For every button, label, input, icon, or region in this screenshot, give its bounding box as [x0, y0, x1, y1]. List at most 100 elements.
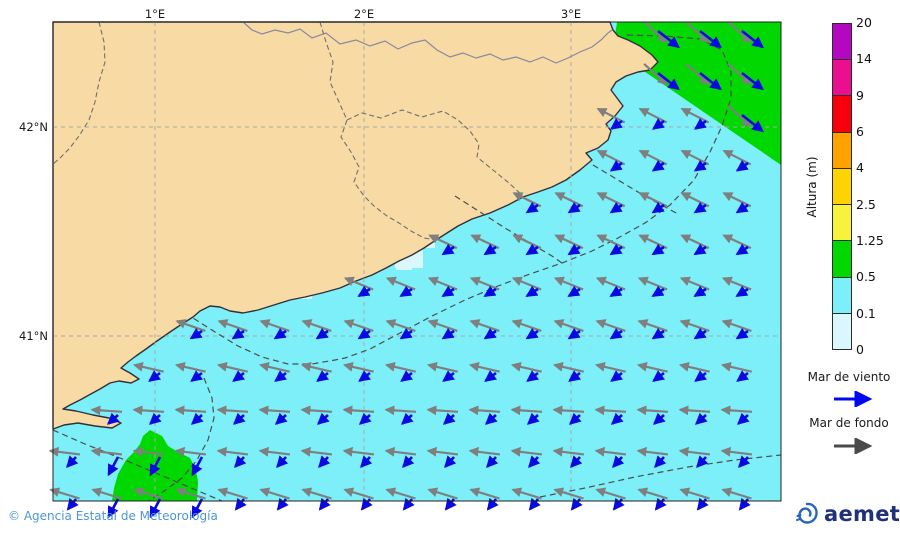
swell-arrow [678, 405, 711, 416]
swell-arrow [301, 487, 332, 500]
wind-arrow [651, 285, 665, 297]
swell-arrow [679, 487, 710, 500]
swell-arrow [216, 446, 249, 457]
swell-arrow [384, 446, 417, 457]
gridline-layer [53, 22, 781, 501]
country-border [242, 21, 613, 64]
wind-arrow [693, 201, 707, 214]
swell-arrow [174, 446, 207, 457]
wind-arrow [189, 327, 203, 340]
lat-tick-41N: 41°N [19, 329, 48, 343]
admin-boundary [346, 109, 524, 197]
swell-arrow [384, 405, 417, 416]
colorbar-segment [833, 131, 851, 168]
swell-arrow [426, 405, 459, 416]
swell-arrow [721, 487, 752, 500]
wind-arrow [741, 29, 764, 49]
swell-arrow [553, 487, 584, 500]
wind-arrow [694, 118, 707, 130]
swell-arrow [510, 405, 543, 416]
swell-arrow [636, 405, 669, 416]
wind-arrow [528, 455, 541, 469]
aemet-logo-icon [796, 502, 818, 524]
wind-arrow [484, 412, 498, 425]
swell-arrow [91, 487, 122, 500]
copyright-text: © Agencia Estatal de Meteorología [8, 509, 218, 523]
wind-arrow [610, 118, 623, 130]
wind-arrow [483, 327, 497, 340]
colorbar-segment [833, 204, 851, 241]
wind-arrow [483, 285, 497, 297]
wind-arrow [567, 243, 581, 256]
wind-arrow [651, 327, 665, 340]
land-layer [52, 21, 659, 430]
wind-arrow [316, 370, 330, 382]
wind-arrow [276, 455, 289, 469]
colorbar-tick-label: 0.1 [856, 305, 876, 321]
wind-arrow [441, 327, 455, 340]
wind-arrow [525, 201, 539, 214]
wind-arrow [358, 370, 372, 382]
wind-arrow [525, 243, 539, 256]
wind-arrow [274, 370, 288, 382]
wind-arrow [735, 201, 749, 214]
wind-arrow [694, 370, 708, 382]
wind-arrow [318, 455, 331, 469]
wind-legend-arrow-icon [834, 391, 873, 407]
wind-arrow [696, 455, 709, 469]
swell-arrow [90, 446, 123, 457]
wind-arrow [148, 412, 162, 425]
wind-arrow [526, 412, 540, 425]
swell-legend-arrow-icon [834, 438, 873, 454]
colorbar-segment [833, 167, 851, 205]
wind-arrow [657, 29, 680, 49]
wind-arrow [232, 370, 246, 382]
lon-tick-1E: 1°E [144, 7, 166, 21]
wind-arrow [654, 455, 667, 469]
colorbar-segment [833, 24, 851, 60]
wind-arrow [273, 327, 287, 340]
wind-arrow [149, 456, 162, 477]
wind-arrow [526, 370, 540, 382]
wind-arrow [149, 498, 162, 519]
wind-arrow [442, 412, 456, 425]
wind-arrow [568, 412, 582, 425]
wind-arrow [107, 456, 120, 477]
swell-arrow [727, 21, 752, 44]
swell-arrow [678, 446, 711, 457]
wind-arrow [612, 455, 625, 469]
swell-arrow [300, 405, 333, 416]
wind-arrow [483, 243, 497, 256]
swell-arrow [720, 405, 753, 416]
wind-arrow [315, 327, 329, 340]
wind-arrow [66, 455, 79, 469]
admin-boundary [52, 21, 106, 165]
frame-layer [52, 21, 782, 502]
wind-arrow [735, 327, 749, 340]
colorbar-segment [833, 59, 851, 96]
wind-arrow [652, 118, 665, 130]
wind-arrow [525, 327, 539, 340]
wind-arrow [316, 412, 330, 425]
wind-arrow [148, 370, 162, 382]
wind-arrow [525, 285, 539, 297]
colorbar-tick-label: 4 [856, 160, 864, 176]
wind-arrow [651, 159, 665, 172]
wind-arrow [651, 201, 665, 214]
swell-arrow [595, 487, 626, 500]
wind-arrow [358, 412, 372, 425]
swell-arrow [258, 446, 291, 457]
wind-arrow [657, 71, 680, 91]
swell-arrow [636, 446, 669, 457]
swell-arrow [685, 21, 710, 44]
wind-arrow [191, 456, 204, 477]
swell-arrow [594, 405, 627, 416]
swell-arrow [174, 405, 207, 416]
colorbar-segment [833, 240, 851, 277]
swell-arrow [426, 446, 459, 457]
swell-arrow [258, 405, 291, 416]
wind-arrow [652, 370, 666, 382]
swell-arrow [594, 446, 627, 457]
colorbar-segment [833, 276, 851, 313]
